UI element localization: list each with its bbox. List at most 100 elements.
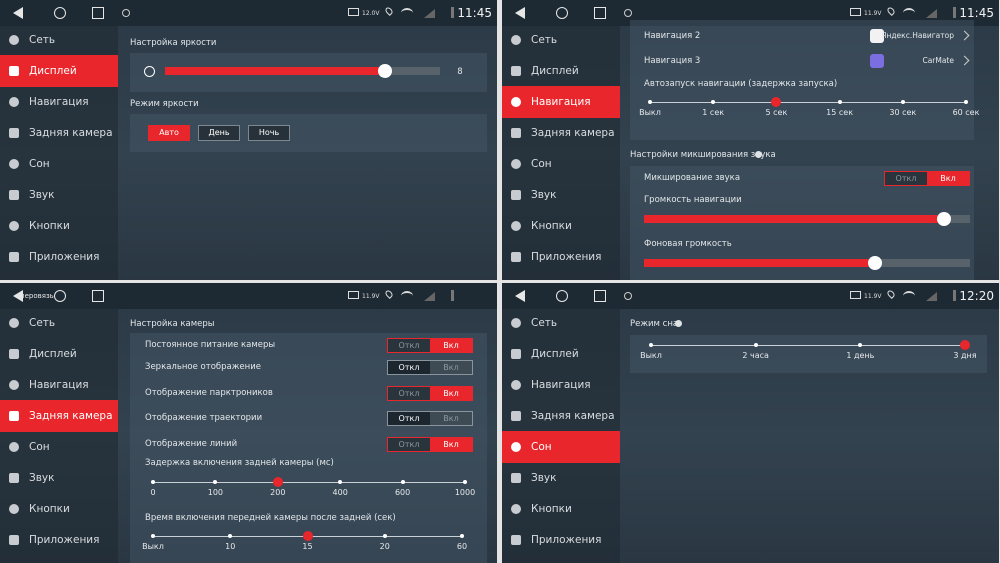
home-button[interactable] <box>556 290 568 302</box>
menu-item[interactable]: Кнопки <box>29 220 70 232</box>
toggle-option[interactable]: Вкл <box>430 387 472 400</box>
mode-button[interactable]: День <box>198 125 240 141</box>
scale-label[interactable]: 1 день <box>846 351 875 360</box>
toggle-option[interactable]: Откл <box>885 172 927 185</box>
menu-item[interactable]: Навигация <box>531 379 591 391</box>
scale-dot[interactable] <box>711 100 716 104</box>
scale-label[interactable]: 200 <box>270 488 286 497</box>
back-button[interactable] <box>515 7 525 19</box>
menu-item[interactable]: Дисплей <box>29 65 77 77</box>
menu-item[interactable]: Сон <box>531 158 552 170</box>
menu-item[interactable]: Задняя камера <box>29 127 113 139</box>
menu-item[interactable]: Звук <box>531 472 557 484</box>
menu-item[interactable]: Навигация <box>29 96 89 108</box>
menu-item[interactable]: Сеть <box>29 34 56 46</box>
menu-item[interactable]: Кнопки <box>29 503 70 515</box>
menu-item[interactable]: Приложения <box>531 534 602 546</box>
scale-label[interactable]: 2 часа <box>742 351 769 360</box>
home-button[interactable] <box>54 7 66 19</box>
scale-label[interactable]: 30 сек <box>889 108 917 117</box>
scale-dot[interactable] <box>964 100 968 104</box>
scale-dot[interactable] <box>837 100 842 104</box>
scale-label[interactable]: 1 сек <box>702 108 725 117</box>
menu-item[interactable]: Сон <box>29 158 50 170</box>
recent-button[interactable] <box>594 290 606 302</box>
toggle-option[interactable]: Откл <box>388 361 430 374</box>
toggle-option[interactable]: Вкл <box>430 361 472 374</box>
scale-dot[interactable] <box>400 480 405 484</box>
scale-label[interactable]: 60 <box>456 542 468 551</box>
menu-item[interactable]: Сон <box>531 441 552 453</box>
home-button[interactable] <box>54 290 66 302</box>
scale-dot[interactable] <box>338 480 343 484</box>
back-button[interactable] <box>13 290 23 302</box>
scale-dot[interactable] <box>648 100 652 104</box>
app-name[interactable]: CarMate <box>922 56 954 65</box>
scale-label[interactable]: 15 сек <box>826 108 854 117</box>
scale-selected[interactable] <box>272 477 283 487</box>
menu-item[interactable]: Сеть <box>531 317 558 329</box>
scale-label[interactable]: 3 дня <box>953 351 977 360</box>
home-button[interactable] <box>556 7 568 19</box>
menu-item[interactable]: Задняя камера <box>531 410 615 422</box>
toggle-option[interactable]: Вкл <box>430 438 472 451</box>
scale-dot[interactable] <box>228 534 233 538</box>
scale-dot[interactable] <box>151 480 155 484</box>
menu-item[interactable]: Приложения <box>29 251 100 263</box>
scale-dot[interactable] <box>382 534 387 538</box>
menu-item[interactable]: Сеть <box>29 317 56 329</box>
scale-label[interactable]: 0 <box>150 488 156 497</box>
back-button[interactable] <box>13 7 23 19</box>
scale-label[interactable]: 15 <box>302 542 313 551</box>
scale-label[interactable]: 400 <box>332 488 348 497</box>
mode-button[interactable]: Ночь <box>248 125 290 141</box>
toggle-option[interactable]: Вкл <box>927 172 969 185</box>
scale-label[interactable]: Выкл <box>639 108 661 117</box>
scale-dot[interactable] <box>900 100 905 104</box>
slider-knob[interactable] <box>868 256 883 270</box>
toggle-option[interactable]: Откл <box>388 438 430 451</box>
menu-item[interactable]: Звук <box>29 472 55 484</box>
scale-dot[interactable] <box>463 480 467 484</box>
menu-item[interactable]: Навигация <box>531 96 591 108</box>
menu-item[interactable]: Дисплей <box>29 348 77 360</box>
scale-label[interactable]: 60 сек <box>952 108 980 117</box>
menu-item[interactable]: Дисплей <box>531 348 579 360</box>
scale-dot[interactable] <box>460 534 464 538</box>
scale-label[interactable]: 100 <box>207 488 224 497</box>
scale-label[interactable]: Выкл <box>142 542 164 551</box>
scale-selected[interactable] <box>771 97 782 107</box>
scale-label[interactable]: 5 сек <box>765 108 788 117</box>
recent-button[interactable] <box>92 290 104 302</box>
mode-button[interactable]: Авто <box>148 125 190 141</box>
scale-label[interactable]: Выкл <box>640 351 662 360</box>
scale-selected[interactable] <box>302 531 313 541</box>
recent-button[interactable] <box>92 7 104 19</box>
scale-dot[interactable] <box>753 343 758 347</box>
menu-item[interactable]: Сон <box>29 441 50 453</box>
menu-item[interactable]: Звук <box>29 189 55 201</box>
menu-item[interactable]: Приложения <box>531 251 602 263</box>
toggle-option[interactable]: Вкл <box>430 339 472 352</box>
toggle-option[interactable]: Откл <box>388 339 430 352</box>
scale-label[interactable]: 10 <box>225 542 236 551</box>
toggle-option[interactable]: Откл <box>388 412 430 425</box>
app-name[interactable]: Яндекс.Навигатор <box>881 31 954 40</box>
scale-label[interactable]: 600 <box>394 488 411 497</box>
scale-dot[interactable] <box>151 534 155 538</box>
menu-item[interactable]: Звук <box>531 189 557 201</box>
toggle-option[interactable]: Вкл <box>430 412 472 425</box>
menu-item[interactable]: Навигация <box>29 379 89 391</box>
back-button[interactable] <box>515 290 525 302</box>
menu-item[interactable]: Кнопки <box>531 503 572 515</box>
recent-button[interactable] <box>594 7 606 19</box>
menu-item[interactable]: Кнопки <box>531 220 572 232</box>
scale-dot[interactable] <box>213 480 218 484</box>
menu-item[interactable]: Дисплей <box>531 65 579 77</box>
scale-dot[interactable] <box>858 343 863 347</box>
slider-knob[interactable] <box>936 212 951 226</box>
toggle-option[interactable]: Откл <box>388 387 430 400</box>
menu-item[interactable]: Задняя камера <box>29 410 113 422</box>
menu-item[interactable]: Приложения <box>29 534 100 546</box>
menu-item[interactable]: Сеть <box>531 34 558 46</box>
